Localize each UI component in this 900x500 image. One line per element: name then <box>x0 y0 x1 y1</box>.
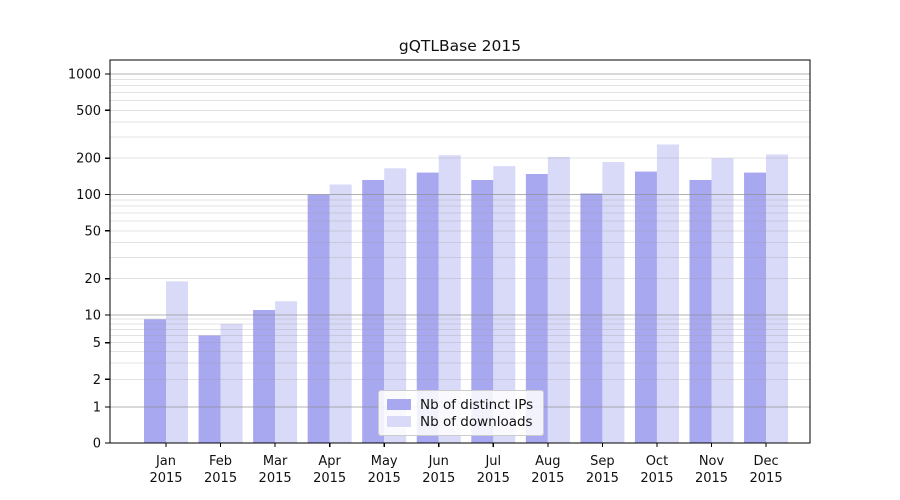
x-tick-label-year: 2015 <box>586 471 619 486</box>
bar-distinct-ips-apr <box>307 194 330 443</box>
y-tick-label: 500 <box>76 104 101 119</box>
y-tick-label: 1 <box>93 401 101 416</box>
bar-downloads-nov <box>711 158 734 444</box>
x-tick-label-year: 2015 <box>368 471 401 486</box>
x-tick-label-month: Sep <box>590 454 615 469</box>
x-tick-label-month: Jan <box>155 454 176 469</box>
y-tick-label: 50 <box>84 224 101 239</box>
axes-layer: 0 1 2 5 10 20 50 100 200 500 1000 Jan 2015 Feb 2015 Mar… <box>68 59 811 486</box>
chart-title: gQTLBase 2015 <box>399 37 521 55</box>
x-tick-label-month: Mar <box>263 454 288 469</box>
y-tick-label: 100 <box>76 188 101 203</box>
bar-distinct-ips-dec <box>744 172 767 443</box>
bar-downloads-apr <box>329 184 352 443</box>
x-tick-label-year: 2015 <box>149 471 182 486</box>
x-tick-label-year: 2015 <box>531 471 564 486</box>
bar-downloads-may <box>384 168 407 444</box>
bar-downloads-sep <box>602 162 625 443</box>
y-tick-label: 1000 <box>68 68 101 83</box>
y-tick-label: 200 <box>76 152 101 167</box>
y-tick-label: 20 <box>84 272 101 287</box>
x-tick-label-month: Apr <box>318 454 341 469</box>
grid-layer <box>110 73 810 408</box>
bar-distinct-ips-feb <box>198 335 221 443</box>
x-tick-label-month: Oct <box>646 454 668 469</box>
x-tick-label-month: Dec <box>753 454 778 469</box>
bar-downloads-jul <box>493 166 516 443</box>
bar-distinct-ips-oct <box>634 171 657 443</box>
legend-item-distinct-ips: Nb of distinct IPs <box>387 396 534 413</box>
bar-distinct-ips-nov <box>689 179 712 443</box>
x-tick-label-year: 2015 <box>477 471 510 486</box>
y-tick-label: 2 <box>93 373 101 388</box>
y-tick-label: 10 <box>84 309 101 324</box>
x-tick-label-year: 2015 <box>313 471 346 486</box>
bar-downloads-dec <box>766 154 789 443</box>
legend-label-distinct-ips: Nb of distinct IPs <box>420 396 534 413</box>
bars-layer <box>144 144 789 444</box>
bar-distinct-ips-may <box>362 179 385 443</box>
x-tick-label-year: 2015 <box>422 471 455 486</box>
bar-distinct-ips-aug <box>525 173 548 444</box>
bar-distinct-ips-jun <box>416 172 439 443</box>
x-tick-label-year: 2015 <box>640 471 673 486</box>
x-tick-label-month: Feb <box>209 454 232 469</box>
bar-distinct-ips-sep <box>580 193 603 443</box>
bar-downloads-aug <box>547 156 570 443</box>
x-tick-label-month: May <box>371 454 398 469</box>
bar-distinct-ips-jan <box>144 319 166 443</box>
legend-swatch-distinct-ips <box>387 399 411 410</box>
legend: Nb of distinct IPs Nb of downloads <box>378 390 544 436</box>
x-tick-label-month: Aug <box>535 454 560 469</box>
legend-swatch-downloads <box>387 416 411 427</box>
legend-item-downloads: Nb of downloads <box>387 413 534 430</box>
x-tick-label-year: 2015 <box>204 471 237 486</box>
x-tick-label-year: 2015 <box>750 471 783 486</box>
x-tick-label-month: Nov <box>699 454 725 469</box>
bar-downloads-feb <box>220 323 243 443</box>
bar-downloads-oct <box>656 144 679 443</box>
bar-downloads-jun <box>438 155 461 443</box>
x-tick-label-year: 2015 <box>695 471 728 486</box>
bar-distinct-ips-mar <box>253 310 276 443</box>
y-tick-label: 0 <box>93 437 101 452</box>
y-tick-label: 5 <box>93 336 101 351</box>
bar-distinct-ips-jul <box>471 179 494 443</box>
legend-label-downloads: Nb of downloads <box>420 413 533 430</box>
bar-downloads-jan <box>166 281 188 443</box>
x-tick-label-year: 2015 <box>259 471 292 486</box>
x-tick-label-month: Jun <box>428 454 449 469</box>
bar-downloads-mar <box>275 301 298 443</box>
plot-border <box>109 59 811 444</box>
x-tick-label-month: Jul <box>484 454 501 469</box>
